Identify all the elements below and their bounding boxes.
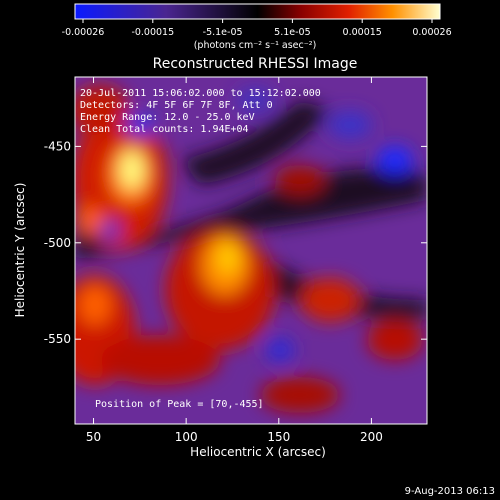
info-overlay: 20-Jul-2011 15:06:02.000 to 15:12:02.000… xyxy=(80,88,321,410)
y-axis-label: Heliocentric Y (arcsec) xyxy=(13,183,27,318)
colorbar-units: (photons cm⁻² s⁻¹ asec⁻²) xyxy=(194,40,317,51)
plot-title: Reconstructed RHESSI Image xyxy=(153,56,358,72)
colorbar-tick-label: -0.00026 xyxy=(62,27,105,38)
colorbar-tick-label: -5.1e-05 xyxy=(203,27,243,38)
colorbar-tick-label: 5.1e-05 xyxy=(274,27,310,38)
y-tick-label: -450 xyxy=(44,139,71,153)
info-detectors: Detectors: 4F 5F 6F 7F 8F, Att 0 xyxy=(80,100,273,111)
x-axis-label: Heliocentric X (arcsec) xyxy=(190,445,326,459)
colorbar: -0.00026 -0.00015 -5.1e-05 5.1e-05 0.00015 0.… xyxy=(62,3,452,51)
rhessi-image xyxy=(75,77,427,424)
peak-position: Position of Peak = [70,-455] xyxy=(95,399,264,410)
x-tick-label: 150 xyxy=(267,430,290,444)
info-energy: Energy Range: 12.0 - 25.0 keV xyxy=(80,112,255,123)
colorbar-tick-label: 0.00015 xyxy=(343,27,382,38)
x-axis: 50 100 150 200 xyxy=(86,77,383,444)
x-tick-label: 100 xyxy=(175,430,198,444)
colorbar-tick-label: -0.00015 xyxy=(131,27,174,38)
y-tick-label: -500 xyxy=(44,236,71,250)
colorbar-tick-label: 0.00026 xyxy=(412,27,451,38)
x-tick-label: 50 xyxy=(86,430,101,444)
timestamp: 9-Aug-2013 06:13 xyxy=(405,486,495,497)
info-time: 20-Jul-2011 15:06:02.000 to 15:12:02.000 xyxy=(80,88,321,99)
x-tick-label: 200 xyxy=(360,430,383,444)
colorbar-ticks: -0.00026 -0.00015 -5.1e-05 5.1e-05 0.00015 0.… xyxy=(62,19,452,38)
y-axis: -450 -500 -550 xyxy=(44,139,427,346)
colorbar-gradient xyxy=(74,3,441,20)
plot-frame xyxy=(74,76,428,425)
y-tick-label: -550 xyxy=(44,332,71,346)
info-counts: Clean Total counts: 1.94E+04 xyxy=(80,124,249,135)
